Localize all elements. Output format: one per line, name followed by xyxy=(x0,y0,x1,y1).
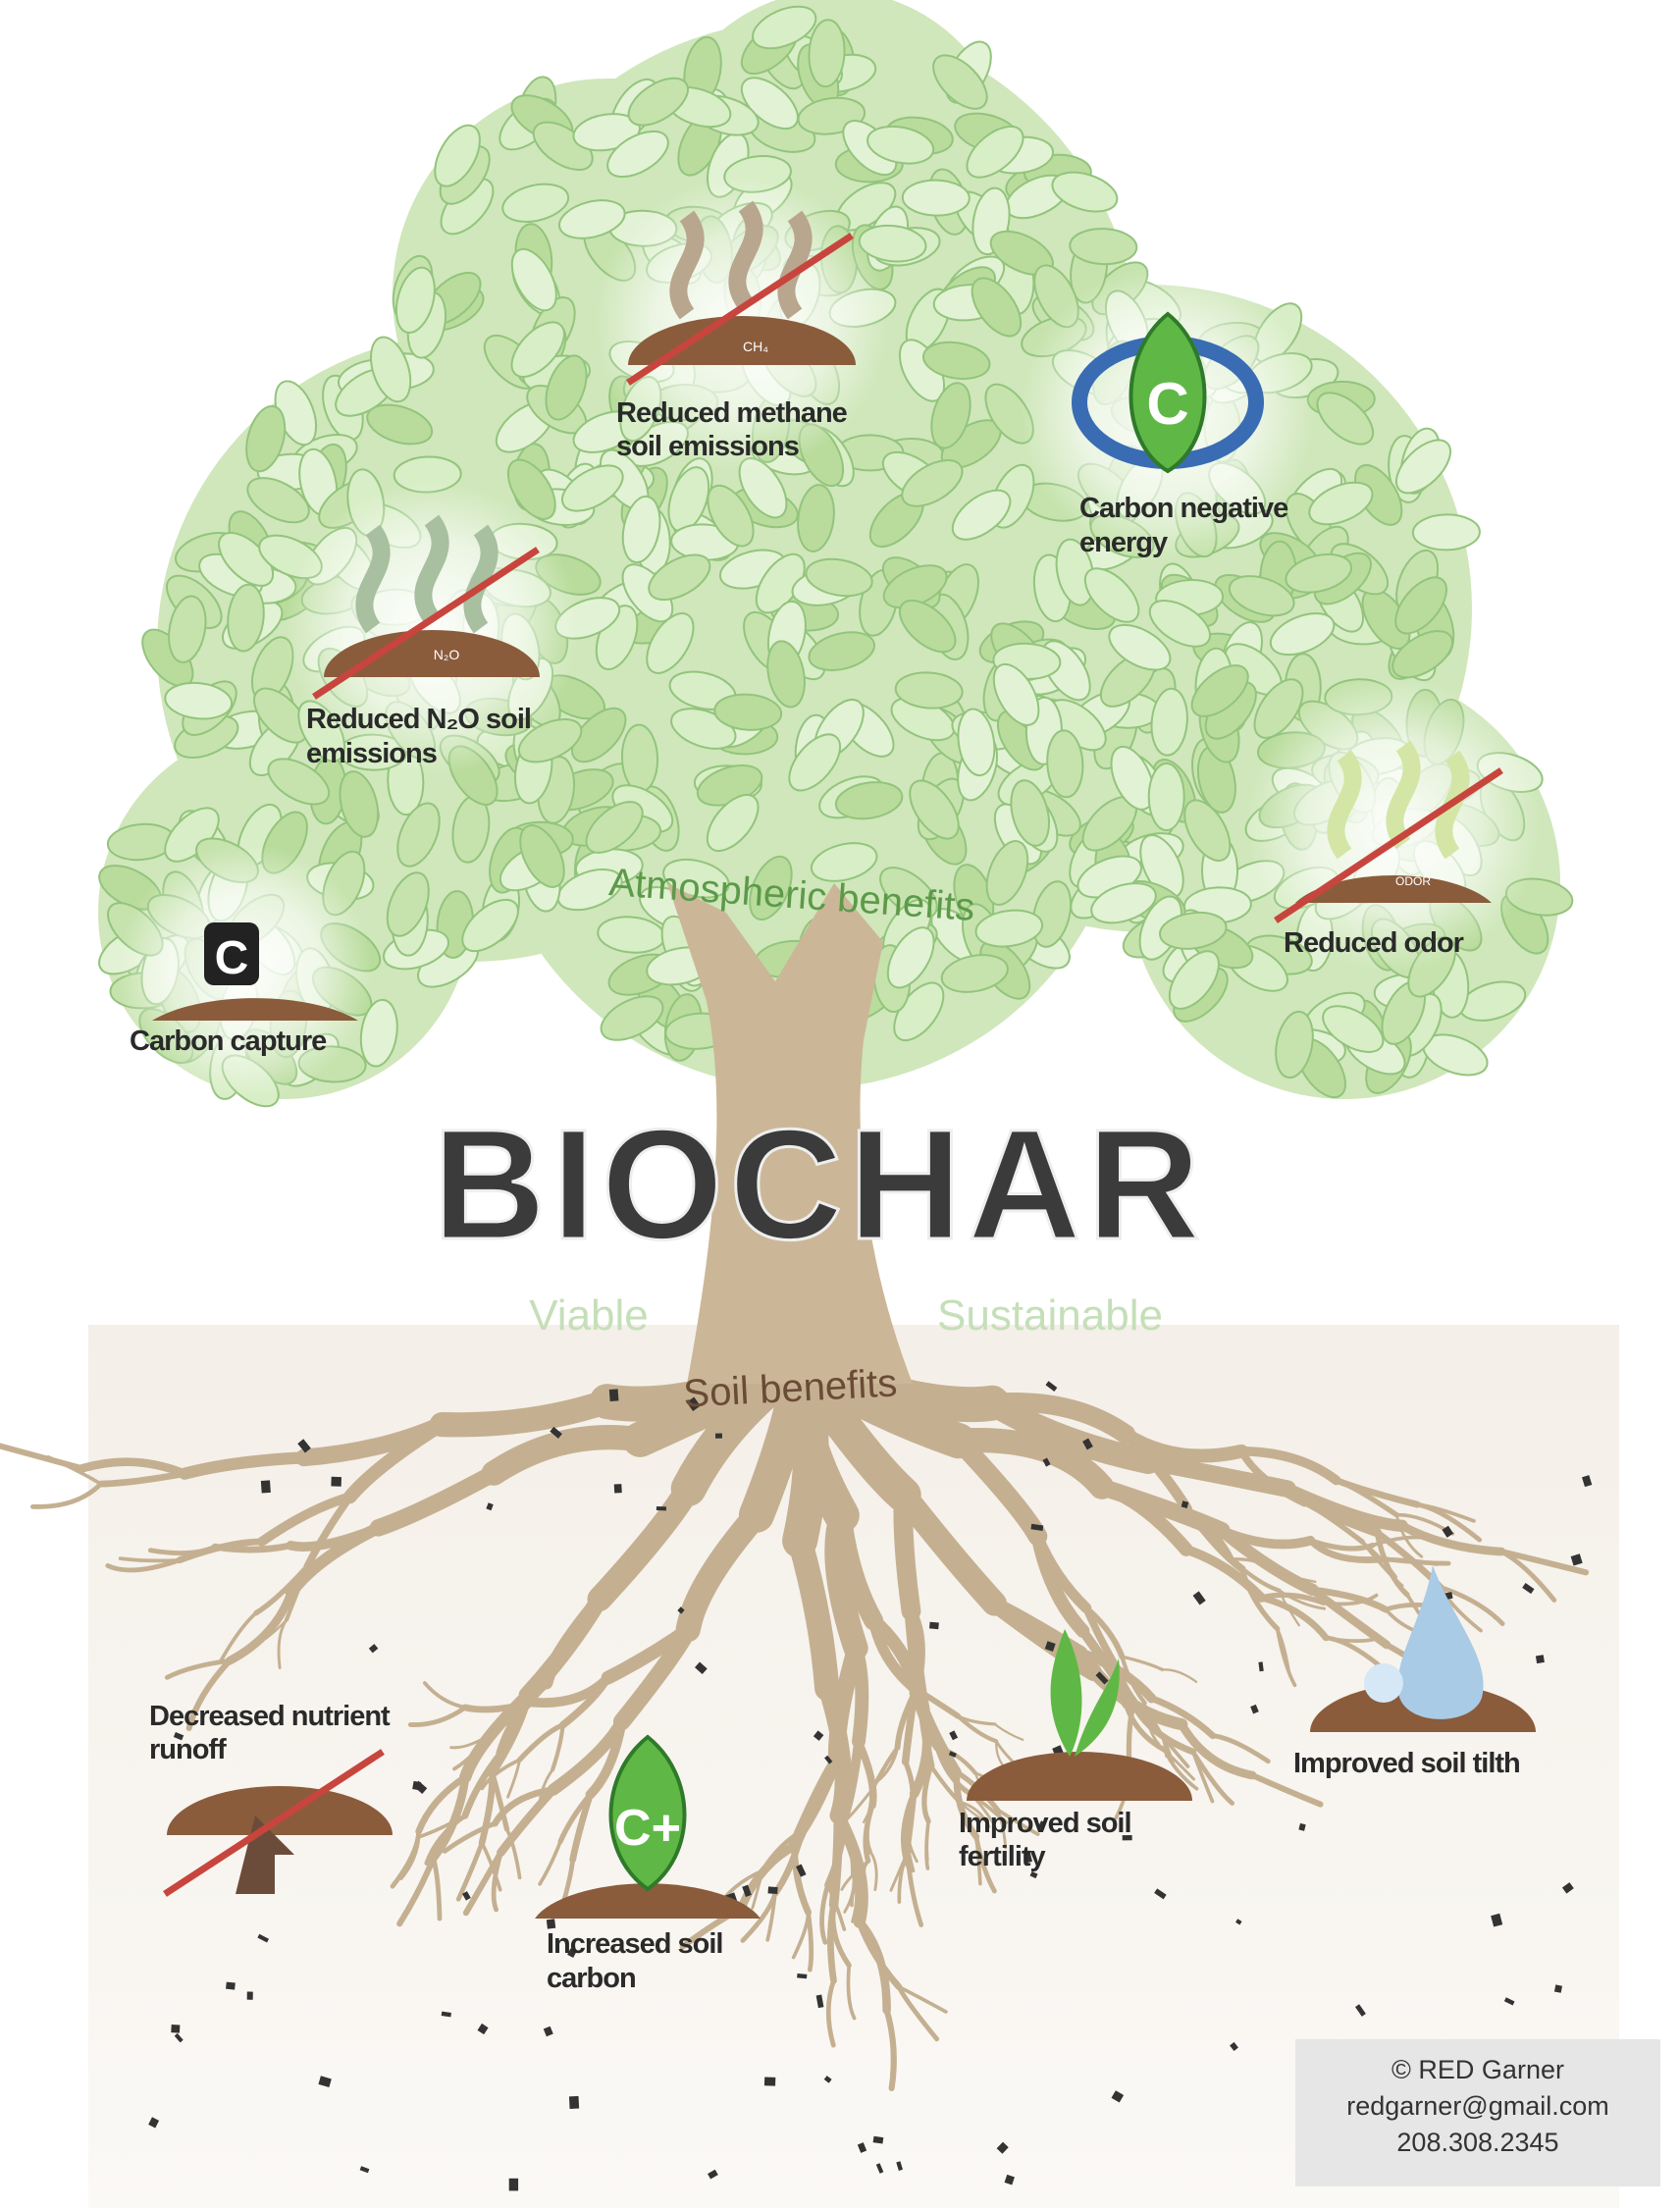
speck xyxy=(768,1886,778,1894)
speck xyxy=(929,1622,939,1630)
title: BIOCHAR xyxy=(433,1096,1207,1272)
speck xyxy=(764,2078,775,2086)
speck xyxy=(171,2025,180,2033)
speck xyxy=(226,1982,236,1990)
leaf xyxy=(1149,763,1184,830)
credit-phone: 208.308.2345 xyxy=(1396,2128,1558,2157)
speck xyxy=(1554,1984,1562,1992)
speck xyxy=(509,2179,518,2191)
benefit-label: energy xyxy=(1079,527,1168,558)
benefit-label: Increased soil xyxy=(547,1928,722,1960)
credit-name: © RED Garner xyxy=(1391,2055,1564,2084)
icon-label: ODOR xyxy=(1395,874,1431,888)
benefit-label: runoff xyxy=(149,1734,227,1765)
speck xyxy=(261,1480,271,1493)
benefit-label: Improved soil tilth xyxy=(1293,1748,1520,1779)
tagline: Sustainable xyxy=(937,1291,1163,1340)
speck xyxy=(873,2136,884,2144)
benefit-label: Improved soil xyxy=(959,1808,1131,1839)
root xyxy=(903,1495,911,1611)
leaf xyxy=(902,180,970,216)
speck xyxy=(715,1434,722,1439)
tagline: Viable xyxy=(529,1291,649,1340)
benefit-label: Reduced methane xyxy=(616,397,848,429)
credit-email: redgarner@gmail.com xyxy=(1346,2091,1609,2121)
speck xyxy=(656,1506,666,1510)
speck xyxy=(609,1389,619,1401)
speck xyxy=(569,2096,579,2109)
root xyxy=(856,1648,862,1741)
benefit-label: carbon xyxy=(547,1963,636,1994)
benefit-label: Carbon capture xyxy=(130,1026,327,1057)
benefit-label: fertility xyxy=(959,1841,1046,1872)
speck xyxy=(1536,1655,1545,1663)
speck xyxy=(614,1484,622,1493)
benefit-label: Decreased nutrient xyxy=(149,1701,391,1732)
icon-label: CH₄ xyxy=(743,339,768,354)
benefit-label: soil emissions xyxy=(616,431,799,462)
benefit-label: Carbon negative xyxy=(1079,493,1288,524)
speck xyxy=(247,1992,253,2000)
icon-label: C xyxy=(215,932,249,984)
icon-label: N₂O xyxy=(434,647,460,662)
icon-label: C xyxy=(1146,371,1188,437)
leaf xyxy=(1413,514,1481,551)
speck xyxy=(412,1781,421,1790)
speck xyxy=(331,1477,341,1487)
icon-label: C+ xyxy=(614,1800,681,1857)
infographic: CH₄ C N₂O ODOR C C+ BIOCHAR Viab xyxy=(0,0,1680,2210)
benefit-label: Reduced N₂O soil xyxy=(306,704,531,735)
root xyxy=(834,1815,839,1905)
benefit-label: emissions xyxy=(306,738,437,769)
benefit-label: Reduced odor xyxy=(1284,927,1464,959)
root xyxy=(927,1821,928,1861)
speck xyxy=(797,1973,807,1978)
